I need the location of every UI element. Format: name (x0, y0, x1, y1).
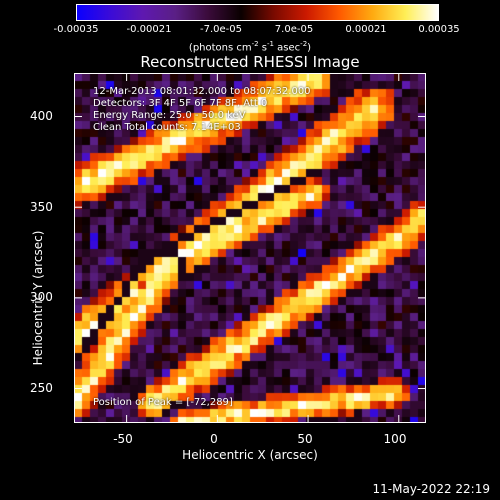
energy-range-text: Energy Range: 25.0 - 50.0 keV (93, 110, 246, 121)
detectors-text: Detectors: 3F 4F 5F 6F 7F 8F, Att 0 (93, 98, 268, 109)
x-axis-label: Heliocentric X (arcsec) (182, 448, 318, 462)
plot-title: Reconstructed RHESSI Image (140, 53, 360, 71)
colorbar-tick-label: 0.00021 (345, 24, 387, 35)
y-tick-label: 300 (30, 290, 53, 304)
rhessi-image (74, 73, 426, 423)
colorbar-tick-label: -0.00035 (53, 24, 99, 35)
total-counts-text: Clean Total counts: 7.14E+03 (93, 122, 241, 133)
x-tick-label: -50 (113, 432, 133, 446)
time-range-text: 12-Mar-2013 08:01:32.000 to 08:07:32.000 (93, 86, 311, 97)
image-panel (74, 73, 426, 423)
colorbar (76, 4, 439, 21)
colorbar-tick-label: 0.00035 (418, 24, 460, 35)
x-tick-label: 100 (383, 432, 407, 446)
x-tick-label: 50 (297, 432, 313, 446)
colorbar-tick-label: 7.0e-05 (274, 24, 314, 35)
timestamp: 11-May-2022 22:19 (372, 482, 490, 496)
y-tick-label: 400 (30, 109, 53, 123)
plot-frame (74, 73, 426, 423)
x-tick-label: 0 (210, 432, 218, 446)
colorbar-tick-label: -7.0e-05 (200, 24, 242, 35)
y-tick-label: 250 (30, 381, 53, 395)
colorbar-tick-label: -0.00021 (126, 24, 172, 35)
colorbar-units: (photons cm-2 s-1 asec-2) (188, 40, 312, 54)
y-tick-label: 350 (30, 200, 53, 214)
y-axis-label: Heliocentric Y (arcsec) (31, 230, 45, 366)
peak-position-text: Position of Peak = [-72,289] (93, 397, 233, 408)
